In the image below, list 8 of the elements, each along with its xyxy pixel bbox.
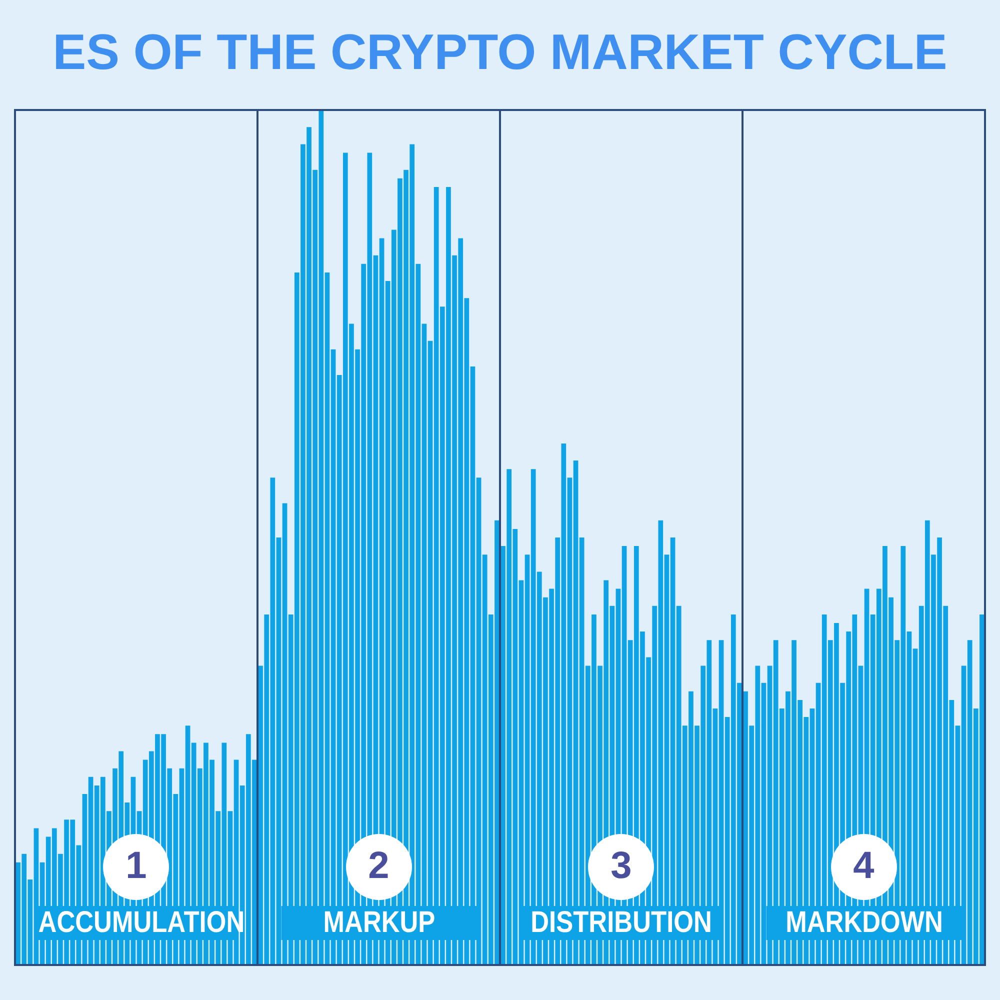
annotation: 1 [124,845,148,888]
annotation: 4 [852,845,876,888]
annotation: 3 [610,845,633,888]
annotation: MARKDOWN [766,906,962,940]
chart-title: ES OF THE CRYPTO MARKET CYCLE [52,24,948,80]
annotation: 2 [367,845,390,888]
annotation: DISTRIBUTION [523,906,720,940]
annotation: MARKUP [280,906,477,940]
